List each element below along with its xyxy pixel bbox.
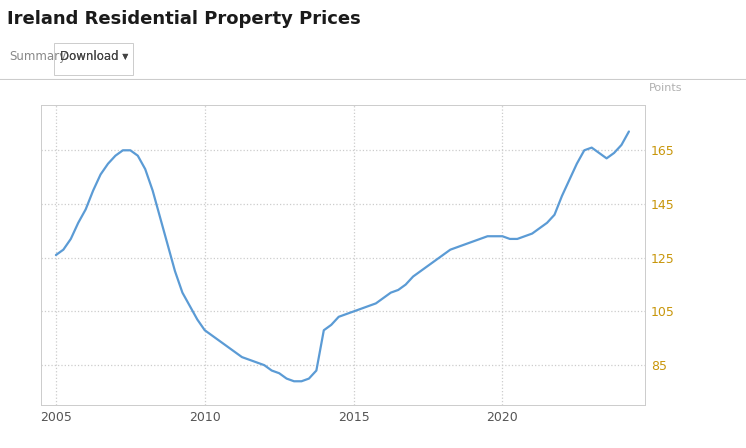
Text: Ireland Residential Property Prices: Ireland Residential Property Prices	[7, 10, 361, 28]
Text: Points: Points	[649, 83, 683, 94]
Text: Download ▾: Download ▾	[60, 50, 128, 64]
FancyBboxPatch shape	[54, 43, 133, 75]
Text: Summary: Summary	[9, 50, 66, 64]
Text: Download ▾: Download ▾	[60, 50, 128, 64]
